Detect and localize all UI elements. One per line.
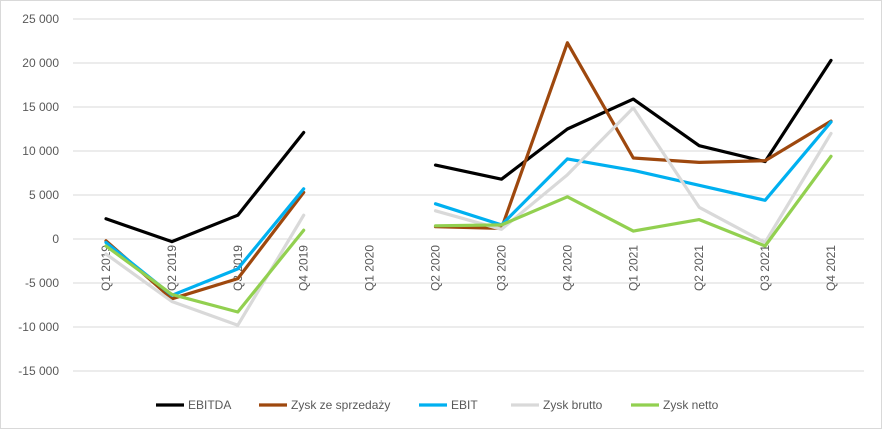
x-tick-label: Q3 2021: [758, 245, 772, 291]
series-line: [104, 187, 306, 297]
x-tick-label: Q1 2021: [626, 245, 640, 291]
legend-label: EBITDA: [188, 398, 231, 412]
y-tick-label: -10 000: [18, 320, 59, 334]
legend: EBITDA Zysk ze sprzedaży EBIT Zysk brutto Zy…: [156, 398, 719, 412]
y-tick-label: 25 000: [22, 12, 59, 26]
series-2: [104, 120, 833, 297]
x-axis: Q1 2019 Q2 2019 Q3 2019 Q4 2019 Q1 2020 Q2 20…: [99, 245, 838, 291]
series-line: [104, 228, 306, 314]
y-tick-label: 5 000: [29, 188, 59, 202]
legend-label: EBIT: [451, 398, 478, 412]
x-tick-label: Q2 2020: [429, 245, 443, 291]
series-3: [104, 106, 833, 327]
series-line: [433, 120, 833, 227]
series-line: [433, 154, 833, 248]
series-line: [433, 106, 833, 245]
legend-item: Zysk brutto: [511, 398, 603, 412]
legend-item: Zysk ze sprzedaży: [259, 398, 390, 412]
x-tick-label: Q2 2021: [692, 245, 706, 291]
legend-label: Zysk brutto: [543, 398, 603, 412]
series-line: [104, 130, 306, 244]
legend-item: EBITDA: [156, 398, 231, 412]
y-tick-label: 0: [52, 232, 59, 246]
y-tick-label: -5 000: [25, 276, 59, 290]
x-tick-label: Q4 2021: [824, 245, 838, 291]
y-tick-label: 10 000: [22, 144, 59, 158]
legend-item: Zysk netto: [631, 398, 719, 412]
y-axis: -15 000 -10 000 -5 000 0 5 000 10 000 15 000 20…: [18, 12, 59, 378]
legend-item: EBIT: [419, 398, 478, 412]
series-lines: [104, 41, 833, 327]
x-tick-label: Q4 2019: [297, 245, 311, 291]
series-line: [433, 58, 833, 181]
x-tick-label: Q2 2019: [165, 245, 179, 291]
legend-label: Zysk ze sprzedaży: [291, 398, 390, 412]
series-line: [433, 41, 833, 230]
legend-label: Zysk netto: [663, 398, 719, 412]
x-tick-label: Q1 2020: [363, 245, 377, 291]
series-4: [104, 154, 833, 314]
y-tick-label: 15 000: [22, 100, 59, 114]
x-tick-label: Q3 2020: [494, 245, 508, 291]
y-tick-label: -15 000: [18, 364, 59, 378]
x-tick-label: Q4 2020: [560, 245, 574, 291]
y-tick-label: 20 000: [22, 56, 59, 70]
x-tick-label: Q1 2019: [99, 245, 113, 291]
